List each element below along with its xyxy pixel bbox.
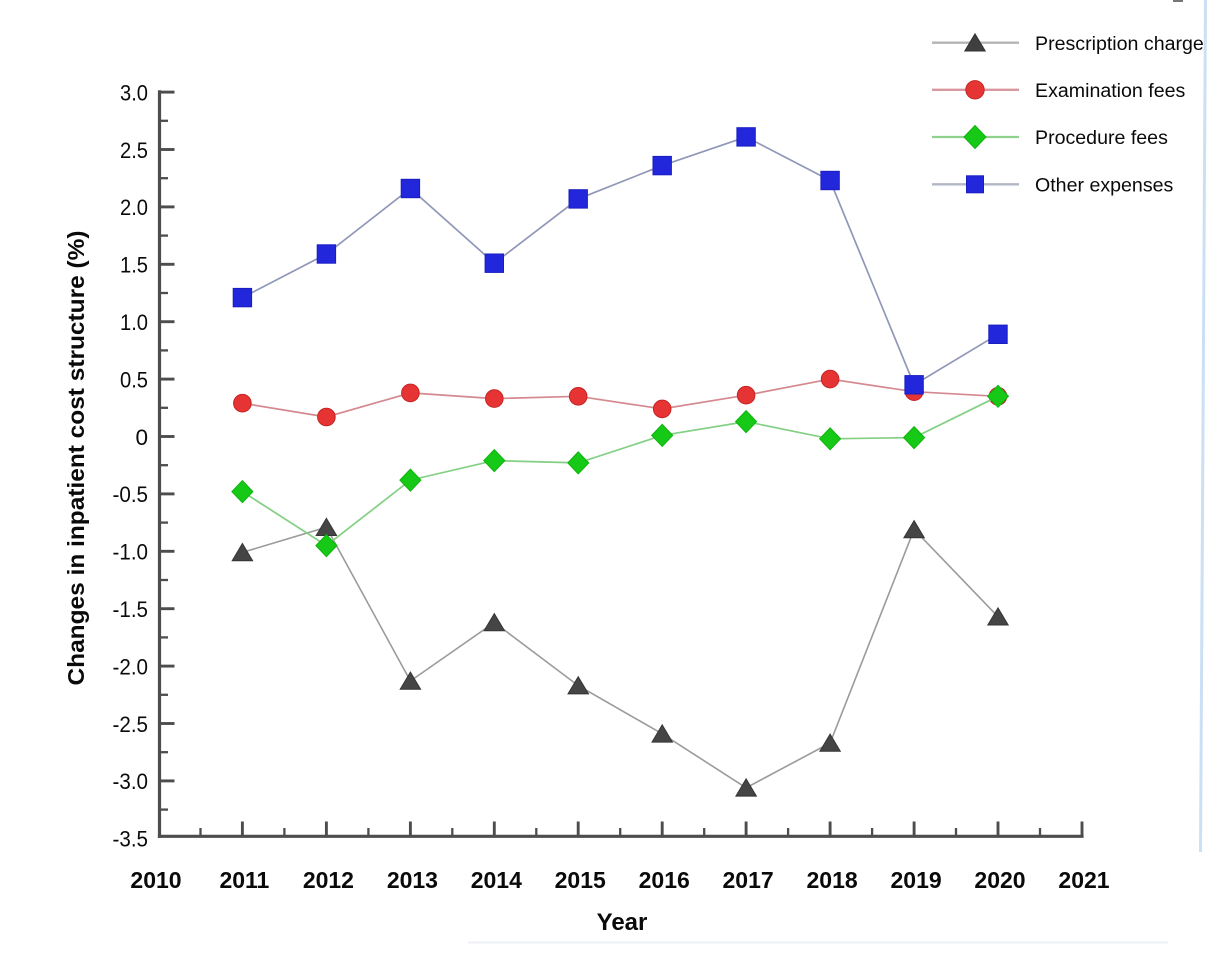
svg-text:2021: 2021 xyxy=(1058,867,1109,893)
svg-text:2014: 2014 xyxy=(471,867,522,893)
svg-text:Other expenses: Other expenses xyxy=(1035,175,1174,197)
svg-text:-2.5: -2.5 xyxy=(113,712,149,737)
svg-text:-0.5: -0.5 xyxy=(113,482,149,507)
svg-text:2018: 2018 xyxy=(807,867,858,893)
svg-text:2013: 2013 xyxy=(387,867,438,893)
svg-text:-3.5: -3.5 xyxy=(113,827,149,852)
svg-text:2019: 2019 xyxy=(891,867,942,893)
svg-text:Prescription charge: Prescription charge xyxy=(1035,33,1204,55)
svg-text:Procedure fees: Procedure fees xyxy=(1035,127,1168,149)
svg-text:-2.0: -2.0 xyxy=(113,654,149,679)
svg-text:0: 0 xyxy=(135,425,148,450)
svg-text:1.5: 1.5 xyxy=(120,253,148,278)
svg-text:2.0: 2.0 xyxy=(120,195,148,220)
svg-text:2010: 2010 xyxy=(130,867,181,893)
svg-text:Examination fees: Examination fees xyxy=(1035,80,1186,102)
svg-text:2020: 2020 xyxy=(974,867,1025,893)
svg-text:1.0: 1.0 xyxy=(120,310,148,335)
svg-text:-1.5: -1.5 xyxy=(113,597,149,622)
svg-text:0.5: 0.5 xyxy=(120,367,148,392)
svg-text:2017: 2017 xyxy=(723,867,774,893)
svg-text:2016: 2016 xyxy=(639,867,690,893)
svg-text:3.0: 3.0 xyxy=(120,80,148,105)
svg-text:Changes in inpatient cost stru: Changes in inpatient cost structure (%) xyxy=(63,230,89,685)
svg-text:2012: 2012 xyxy=(303,867,354,893)
svg-text:-1.0: -1.0 xyxy=(113,540,149,565)
svg-text:-3.0: -3.0 xyxy=(113,769,149,794)
svg-text:Year: Year xyxy=(597,909,648,936)
svg-text:2015: 2015 xyxy=(555,867,606,893)
svg-text:2011: 2011 xyxy=(219,867,269,893)
svg-text:2.5: 2.5 xyxy=(120,138,148,163)
